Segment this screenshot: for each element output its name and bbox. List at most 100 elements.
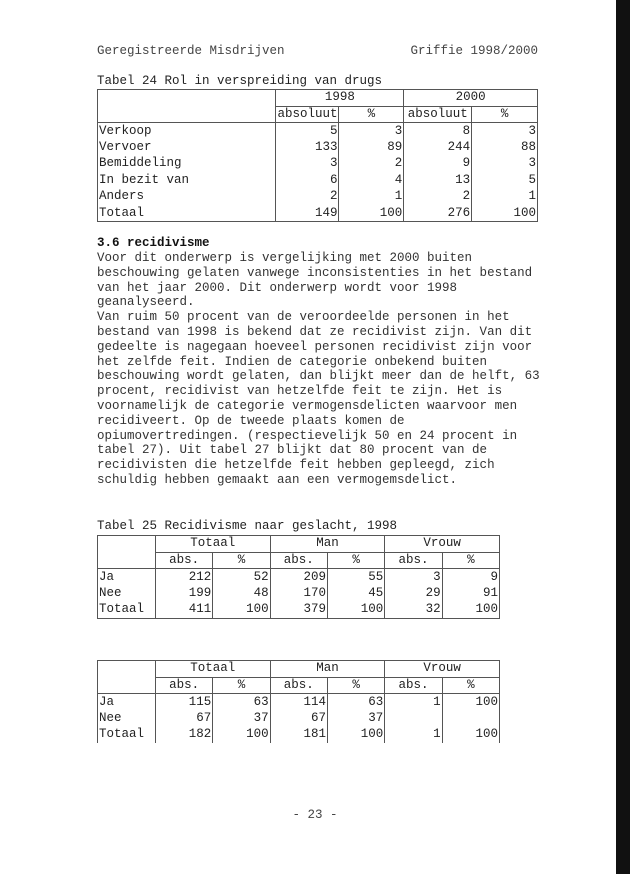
cell: 133 [275,139,340,156]
running-header-right: Griffie 1998/2000 [410,44,538,58]
row-label: Ja [97,568,156,585]
col-header: % [326,676,386,694]
cell: 3 [275,155,340,172]
group-header: Totaal [154,535,271,553]
cell: 181 [269,726,328,743]
cell: 45 [326,585,386,602]
cell: 63 [212,693,271,710]
cell: 55 [326,568,386,585]
col-header: abs. [269,551,328,569]
row-label: In bezit van [96,172,277,189]
cell: 5 [275,122,340,139]
section-body: Voor dit onderwerp is vergelijking met 2… [97,251,540,487]
table-row: Nee 67 37 67 37 [97,710,501,727]
table-row: Totaal 149 100 276 100 [96,205,538,222]
cell: 100 [441,693,501,710]
year-header: 1998 [275,89,405,107]
cell: 29 [384,585,443,602]
cell: 8 [403,122,473,139]
table-row: Nee 199 48 170 45 29 91 [97,585,501,602]
cell: 9 [441,568,501,585]
group-header: Man [269,535,386,553]
cell: 3 [471,155,538,172]
running-header-left: Geregistreerde Misdrijven [97,44,285,58]
col-header: % [441,676,501,694]
cell: 244 [403,139,473,156]
col-header: abs. [154,551,214,569]
table26: Totaal Man Vrouw abs.% abs.% abs.% Ja 115 63 114 6… [97,660,501,743]
cell: 3 [471,122,538,139]
cell: 3 [384,568,443,585]
table24-caption: Tabel 24 Rol in verspreiding van drugs [97,74,383,88]
table-row: In bezit van 6 4 13 5 [96,172,538,189]
cell: 88 [471,139,538,156]
row-label: Vervoer [96,139,277,156]
table25-caption: Tabel 25 Recidivisme naar geslacht, 1998 [97,519,398,533]
cell: 4 [338,172,405,189]
cell: 182 [154,726,214,743]
cell: 100 [441,601,501,619]
cell: 100 [212,601,271,619]
cell: 276 [403,205,473,222]
col-header: abs. [269,676,328,694]
row-label: Anders [96,188,277,205]
page-number: - 23 - [292,808,338,822]
row-label: Verkoop [96,122,277,139]
cell: 48 [212,585,271,602]
cell: 199 [154,585,214,602]
cell: 2 [403,188,473,205]
cell: 63 [326,693,386,710]
col-header: % [338,105,405,123]
year-header: 2000 [403,89,538,107]
cell: 379 [269,601,328,619]
cell: 37 [212,710,271,727]
col-header: % [212,676,271,694]
group-header: Vrouw [384,535,500,553]
col-header: % [441,551,501,569]
cell: 149 [275,205,340,222]
cell: 37 [326,710,386,727]
cell: 2 [275,188,340,205]
cell [384,710,443,727]
cell: 1 [471,188,538,205]
cell: 114 [269,693,328,710]
cell: 100 [326,601,386,619]
cell: 9 [403,155,473,172]
cell: 13 [403,172,473,189]
cell: 67 [269,710,328,727]
cell: 170 [269,585,328,602]
row-label: Bemiddeling [96,155,277,172]
table-row: Verkoop 5 3 8 3 [96,122,538,139]
row-label: Ja [97,693,156,710]
row-label: Totaal [97,601,156,619]
cell: 209 [269,568,328,585]
row-label: Totaal [96,205,277,222]
table-row: Vervoer 133 89 244 88 [96,139,538,156]
table-row: Bemiddeling 3 2 9 3 [96,155,538,172]
col-header: abs. [384,676,443,694]
table-row: Ja 212 52 209 55 3 9 [97,568,501,585]
group-header: Vrouw [384,660,500,678]
section-title: 3.6 recidivisme [97,236,210,250]
cell: 2 [338,155,405,172]
table24: 1998 2000 absoluut% absoluut% Verkoop 5 3 8 3 V… [96,89,538,222]
table-row: Anders 2 1 2 1 [96,188,538,205]
cell: 212 [154,568,214,585]
cell [441,710,501,727]
cell: 32 [384,601,443,619]
scan-edge [616,0,630,874]
col-header: % [326,551,386,569]
row-label: Totaal [97,726,156,743]
col-header: % [471,105,538,123]
cell: 91 [441,585,501,602]
cell: 52 [212,568,271,585]
col-header: % [212,551,271,569]
cell: 1 [338,188,405,205]
cell: 100 [471,205,538,222]
cell: 115 [154,693,214,710]
cell: 3 [338,122,405,139]
cell: 6 [275,172,340,189]
cell: 5 [471,172,538,189]
row-label: Nee [97,585,156,602]
cell: 67 [154,710,214,727]
